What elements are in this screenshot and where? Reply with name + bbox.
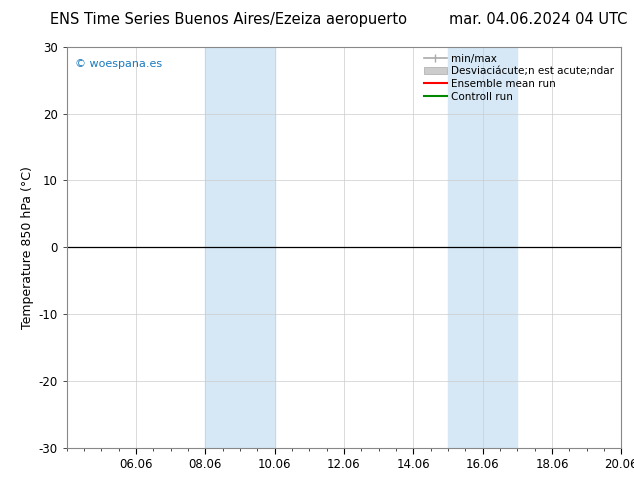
Text: mar. 04.06.2024 04 UTC: mar. 04.06.2024 04 UTC [450, 12, 628, 27]
Bar [205, 47, 275, 448]
Legend: min/max, Desviaciácute;n est acute;ndar, Ensemble mean run, Controll run: min/max, Desviaciácute;n est acute;ndar,… [422, 52, 616, 104]
Y-axis label: Temperature 850 hPa (°C): Temperature 850 hPa (°C) [21, 166, 34, 329]
Text: ENS Time Series Buenos Aires/Ezeiza aeropuerto: ENS Time Series Buenos Aires/Ezeiza aero… [49, 12, 407, 27]
Text: © woespana.es: © woespana.es [75, 59, 162, 69]
Bar [448, 47, 517, 448]
